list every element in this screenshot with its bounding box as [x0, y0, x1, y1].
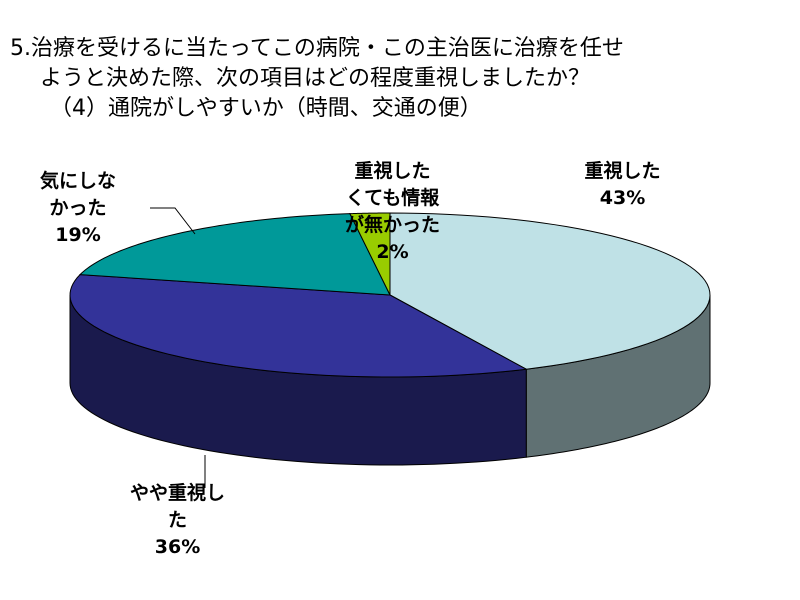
category-label: 重視した [584, 160, 661, 182]
value-label: 36% [154, 536, 201, 558]
slices [69, 212, 711, 466]
slice-label: 気にしなかった 19% [40, 168, 116, 249]
value-label: 2% [376, 241, 409, 263]
slice [349, 212, 391, 296]
value-label: 43% [599, 187, 646, 209]
leader-line [150, 207, 196, 235]
title-line: ようと決めた際、次の項目はどの程度重視しましたか？ [40, 66, 591, 91]
value-label: 19% [55, 224, 101, 246]
slice-label: やや重視した 36% [130, 480, 225, 561]
slice-label: 重視したくても情報が無かった 2% [345, 158, 440, 266]
title-line: （4）通院がしやすいか（時間、交通の便） [50, 96, 482, 121]
category-label: 重視したくても情報が無かった [345, 160, 441, 236]
category-label: やや重視した [130, 482, 226, 531]
slice [69, 274, 528, 378]
slice [389, 212, 711, 370]
title-line: 5.治療を受けるに当たってこの病院・この主治医に治療を任せ [10, 36, 624, 61]
slice-label: 重視した 43% [575, 158, 670, 212]
category-label: 気にしなかった [40, 170, 117, 219]
slice [78, 213, 391, 296]
